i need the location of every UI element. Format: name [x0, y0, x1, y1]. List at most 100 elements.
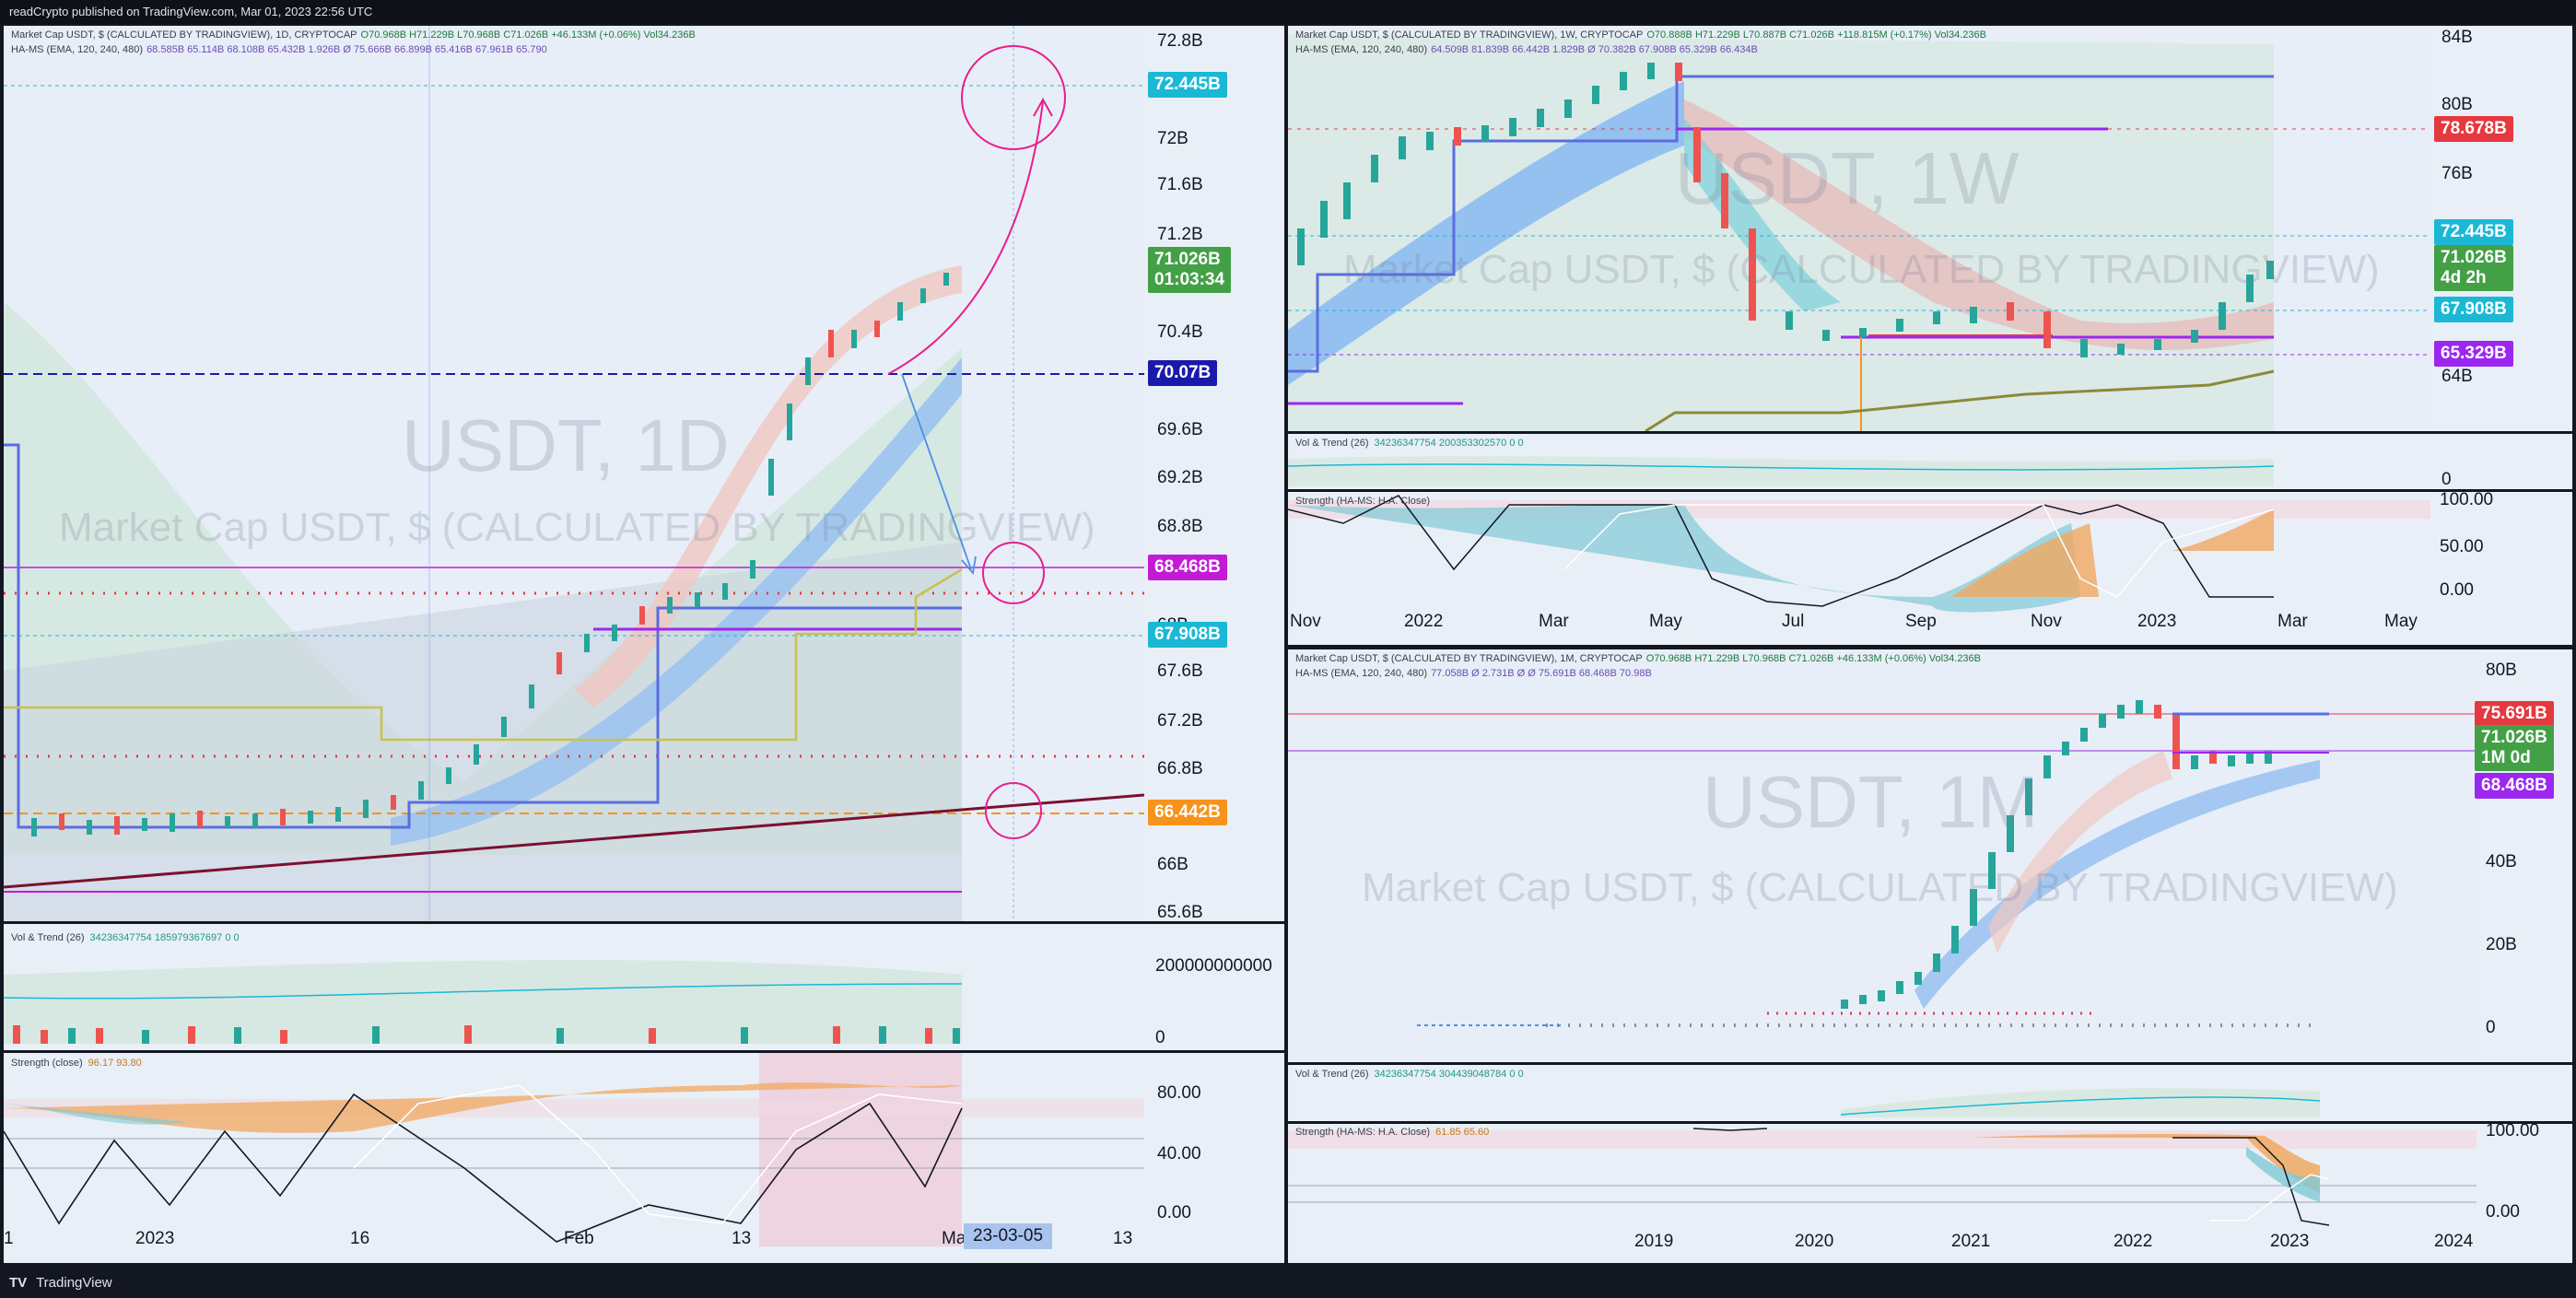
strength-tick: 0.00 — [2440, 580, 2474, 600]
last-price: 71.026B — [1154, 250, 1221, 269]
chart-1m-canvas[interactable] — [1288, 649, 2572, 1263]
time-tick: 13 — [732, 1229, 752, 1248]
price-badge-72445: 72.445B — [1148, 72, 1227, 98]
chart-1d-canvas[interactable] — [4, 26, 1284, 1263]
chart-panel-1m[interactable]: Market Cap USDT, $ (CALCULATED BY TRADIN… — [1288, 649, 2572, 1263]
bar-countdown: 4d 2h — [2441, 268, 2487, 287]
time-tick: 2023 — [2137, 612, 2177, 631]
strength-legend-1w: Strength (HA-MS: H.A. Close) — [1295, 496, 1431, 507]
price-tick: 66B — [1157, 855, 1188, 874]
price-tick: 0 — [2441, 470, 2452, 489]
price-badge-last: 71.026B 4d 2h — [2434, 245, 2513, 291]
time-tick: 16 — [350, 1229, 370, 1248]
price-badge-65329: 65.329B — [2434, 341, 2513, 367]
legend-hams-1m: HA-MS (EMA, 120, 240, 480) 77.058B Ø 2.73… — [1295, 668, 1652, 679]
cursor-date-label: 23-03-05 — [964, 1223, 1053, 1249]
last-price: 71.026B — [2441, 248, 2507, 267]
time-tick: 2019 — [1634, 1232, 1674, 1251]
price-tick: 65.6B — [1157, 903, 1203, 922]
strength-tick: 100.00 — [2440, 490, 2494, 509]
legend-hams-1d: HA-MS (EMA, 120, 240, 480) 68.585B 65.114… — [11, 44, 547, 55]
price-tick: 66.8B — [1157, 759, 1203, 778]
legend-main-1m: Market Cap USDT, $ (CALCULATED BY TRADIN… — [1295, 653, 1982, 664]
time-tick: Sep — [1905, 612, 1937, 631]
tradingview-brand: TradingView — [36, 1275, 112, 1291]
time-tick: Feb — [564, 1229, 594, 1248]
price-tick: 68.8B — [1157, 517, 1203, 536]
price-badge-72445: 72.445B — [2434, 219, 2513, 245]
strength-legend-1m: Strength (HA-MS: H.A. Close) 61.85 65.60 — [1295, 1127, 1490, 1138]
volume-tick: 200000000000 — [1155, 956, 1272, 976]
time-tick: 2021 — [1951, 1232, 1991, 1251]
price-tick: 0 — [2486, 1018, 2496, 1037]
candles-1d — [31, 273, 949, 836]
strength-legend-1d: Strength (close) 96.17 93.80 — [11, 1058, 142, 1069]
price-badge-75691: 75.691B — [2475, 701, 2554, 727]
time-tick: 2023 — [2270, 1232, 2310, 1251]
volume-legend-1d: Vol & Trend (26) 34236347754 185979367697… — [11, 932, 240, 943]
time-tick: 13 — [1113, 1229, 1133, 1248]
price-badge-68468: 68.468B — [2475, 773, 2554, 799]
pane-divider-horizontal[interactable] — [1288, 645, 2576, 649]
price-tick: 40B — [2486, 852, 2517, 871]
watermark-name-1d: Market Cap USDT, $ (CALCULATED BY TRADIN… — [59, 505, 1095, 550]
price-tick: 72B — [1157, 129, 1188, 148]
price-tick: 80B — [2441, 95, 2473, 114]
price-badge-7007: 70.07B — [1148, 360, 1218, 386]
time-tick: Nov — [1290, 612, 1321, 631]
strength-tick: 0.00 — [1157, 1203, 1191, 1222]
tradingview-footer: TV TradingView — [0, 1268, 2576, 1298]
candles-1w — [1297, 63, 2274, 357]
price-tick: 64B — [2441, 367, 2473, 386]
time-tick: 2022 — [2113, 1232, 2153, 1251]
volume-tick: 0 — [1155, 1028, 1165, 1047]
time-tick: May — [2384, 612, 2418, 631]
time-tick: 1 — [4, 1229, 14, 1248]
legend-main-1w: Market Cap USDT, $ (CALCULATED BY TRADIN… — [1295, 29, 1986, 41]
price-tick: 67.6B — [1157, 661, 1203, 681]
publish-header: readCrypto published on TradingView.com,… — [0, 0, 2576, 24]
time-tick: Jul — [1782, 612, 1805, 631]
tradingview-logo-icon: TV — [9, 1275, 28, 1291]
chart-panel-1d[interactable]: Market Cap USDT, $ (CALCULATED BY TRADIN… — [4, 26, 1284, 1263]
watermark-ticker-1w: USDT, 1W — [1675, 137, 2020, 219]
time-tick: 2020 — [1795, 1232, 1834, 1251]
price-badge-67908: 67.908B — [2434, 297, 2513, 322]
strength-tick: 100.00 — [2486, 1121, 2540, 1140]
price-badge-68468: 68.468B — [1148, 555, 1227, 580]
time-tick: 2023 — [135, 1229, 175, 1248]
time-tick: Mar — [1539, 612, 1569, 631]
bar-countdown: 1M 0d — [2481, 748, 2531, 767]
legend-main-1d: Market Cap USDT, $ (CALCULATED BY TRADIN… — [11, 29, 696, 41]
watermark-name-1m: Market Cap USDT, $ (CALCULATED BY TRADIN… — [1362, 865, 2398, 910]
time-tick: Nov — [2031, 612, 2062, 631]
chart-panel-1w[interactable]: Market Cap USDT, $ (CALCULATED BY TRADIN… — [1288, 26, 2572, 645]
time-tick: Ma — [942, 1229, 966, 1248]
time-tick: 2022 — [1404, 612, 1444, 631]
time-tick: Mar — [2277, 612, 2308, 631]
volume-legend-1w: Vol & Trend (26) 34236347754 200353302570… — [1295, 438, 1524, 449]
price-badge-78678: 78.678B — [2434, 116, 2513, 142]
watermark-name-1w: Market Cap USDT, $ (CALCULATED BY TRADIN… — [1343, 247, 2380, 292]
price-badge-67908: 67.908B — [1148, 622, 1227, 648]
price-tick: 69.6B — [1157, 420, 1203, 439]
strength-tick: 0.00 — [2486, 1202, 2520, 1222]
watermark-ticker-1d: USDT, 1D — [402, 404, 730, 486]
pane-divider-vertical[interactable] — [1284, 24, 1288, 1268]
price-tick: 70.4B — [1157, 322, 1203, 342]
candles-1m — [1841, 700, 2272, 1009]
watermark-ticker-1m: USDT, 1M — [1703, 761, 2039, 843]
price-tick: 69.2B — [1157, 468, 1203, 487]
volume-legend-1m: Vol & Trend (26) 34236347754 304439048784… — [1295, 1069, 1524, 1080]
last-price: 71.026B — [2481, 728, 2547, 747]
bar-countdown: 01:03:34 — [1154, 270, 1225, 289]
legend-hams-1w: HA-MS (EMA, 120, 240, 480) 64.509B 81.839… — [1295, 44, 1758, 55]
price-tick: 72.8B — [1157, 31, 1203, 51]
strength-tick: 40.00 — [1157, 1144, 1201, 1164]
price-tick: 84B — [2441, 28, 2473, 47]
strength-tick: 80.00 — [1157, 1083, 1201, 1103]
price-tick: 80B — [2486, 661, 2517, 680]
price-tick: 71.6B — [1157, 175, 1203, 194]
chart-1w-canvas[interactable] — [1288, 26, 2572, 645]
price-tick: 76B — [2441, 164, 2473, 183]
